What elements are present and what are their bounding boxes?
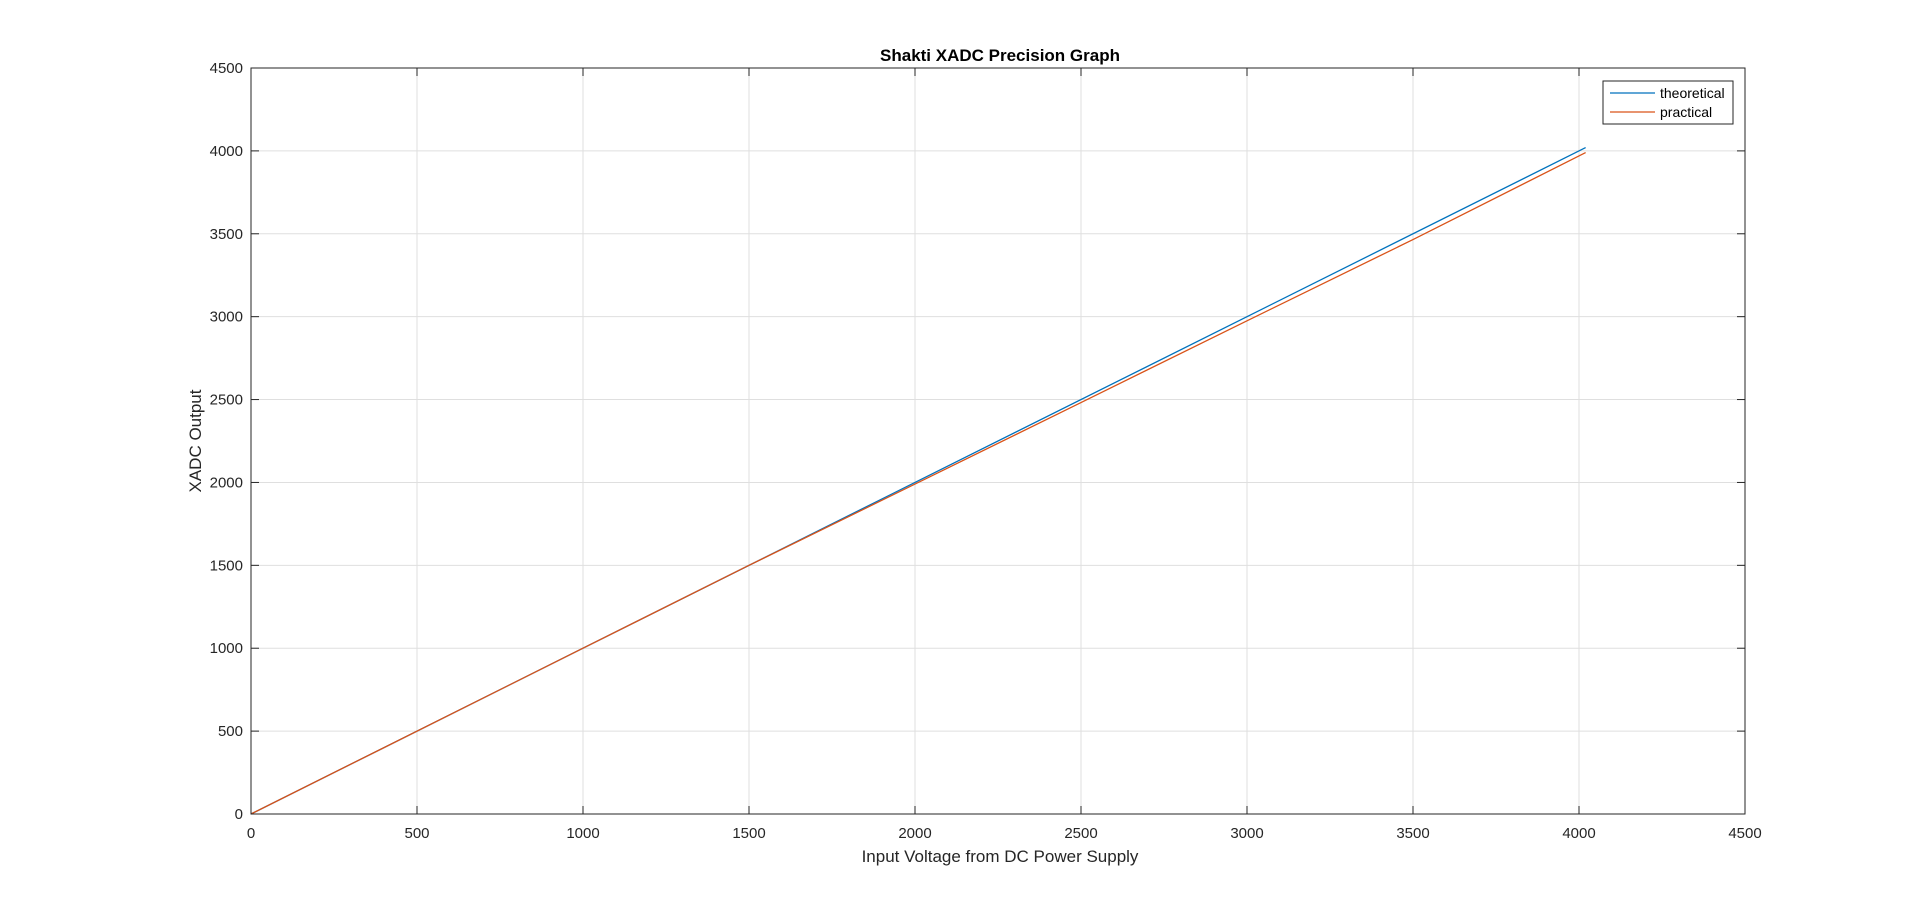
x-axis-label: Input Voltage from DC Power Supply [862,847,1139,866]
axis-ticks [250,67,1746,815]
y-tick-labels: 0 500 1000 1500 2000 2500 3000 3500 4000 4500 [210,60,243,823]
legend-label-practical: practical [1660,104,1712,120]
y-tick-label: 1500 [210,557,243,574]
x-tick-label: 4500 [1728,825,1761,842]
series-line-practical [250,151,1586,815]
series-layer [250,146,1586,815]
x-tick-label: 2500 [1064,825,1097,842]
plot-frame [250,67,1746,815]
y-axis-label: XADC Output [186,389,205,492]
y-tick-label: 2000 [210,474,243,491]
x-tick-label: 0 [247,825,255,842]
y-tick-label: 500 [218,723,243,740]
x-tick-label: 2000 [898,825,931,842]
x-tick-label: 3000 [1230,825,1263,842]
x-tick-labels: 0 500 1000 1500 2000 2500 3000 3500 4000 4500 [247,825,1762,842]
chart-title: Shakti XADC Precision Graph [880,46,1120,65]
x-tick-label: 1000 [566,825,599,842]
x-tick-label: 4000 [1562,825,1595,842]
legend-box [1602,80,1734,125]
grid-lines [251,68,1745,814]
y-tick-label: 3000 [210,309,243,326]
y-tick-label: 4000 [210,143,243,160]
y-tick-label: 1000 [210,640,243,657]
x-tick-label: 500 [404,825,429,842]
legend-label-theoretical: theoretical [1660,85,1725,101]
x-tick-label: 1500 [732,825,765,842]
y-tick-label: 0 [235,806,243,823]
x-tick-label: 3500 [1396,825,1429,842]
legend: theoretical practical [1602,80,1734,125]
y-tick-label: 3500 [210,226,243,243]
y-tick-label: 4500 [210,60,243,77]
y-tick-label: 2500 [210,392,243,409]
